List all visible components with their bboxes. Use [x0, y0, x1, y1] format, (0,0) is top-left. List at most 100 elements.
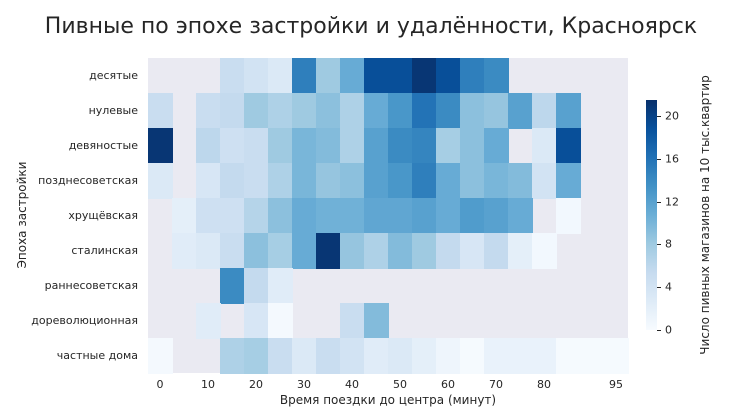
heatmap-cell — [268, 303, 293, 339]
chart-title: Пивные по эпохе застройки и удалённости,… — [44, 14, 698, 39]
heatmap-cell — [412, 128, 437, 164]
heatmap-cell — [292, 128, 317, 164]
colorbar-tick-label: 8 — [665, 237, 672, 251]
heatmap-cell — [388, 338, 413, 374]
x-tick-label: 50 — [393, 378, 407, 391]
heatmap-cell — [436, 233, 461, 269]
heatmap-cell — [316, 163, 341, 199]
heatmap-cell — [220, 338, 245, 374]
heatmap-cell — [364, 198, 389, 234]
y-axis-title: Эпоха застройки — [15, 161, 29, 269]
heatmap-cell — [220, 128, 245, 164]
heatmap-cell — [220, 233, 245, 269]
heatmap-cell — [172, 233, 197, 269]
y-tick-label: частные дома — [56, 348, 138, 362]
x-tick-label: 80 — [537, 378, 551, 391]
x-tick-label: 60 — [441, 378, 455, 391]
heatmap-cell — [556, 93, 581, 129]
heatmap-cell — [532, 163, 557, 199]
heatmap-cell — [292, 163, 317, 199]
x-tick-label: 10 — [201, 378, 215, 391]
heatmap-cell — [508, 198, 533, 234]
heatmap-cell — [244, 338, 269, 374]
y-tick-label: сталинская — [71, 243, 138, 257]
colorbar-tick-mark — [657, 330, 661, 331]
heatmap-cell — [340, 93, 365, 129]
heatmap-cell — [196, 163, 221, 199]
heatmap-cell — [316, 198, 341, 234]
colorbar-tick-mark — [657, 201, 661, 203]
heatmap-cell — [148, 338, 173, 374]
heatmap-cell — [316, 233, 341, 269]
heatmap-cell — [340, 163, 365, 199]
y-tick-label: девяностые — [68, 138, 138, 152]
heatmap-cell — [508, 233, 533, 269]
heatmap-cell — [268, 268, 293, 304]
y-tick-label: раннесоветская — [44, 278, 138, 292]
heatmap-cell — [556, 198, 581, 234]
heatmap-cell — [196, 93, 221, 129]
x-tick-label: 95 — [609, 378, 623, 391]
heatmap-cell — [484, 198, 509, 234]
heatmap-cell — [388, 93, 413, 129]
heatmap-cell — [388, 198, 413, 234]
heatmap-cell — [412, 338, 437, 374]
heatmap-cell — [340, 338, 365, 374]
heatmap-cell — [196, 198, 221, 234]
heatmap-cell — [316, 58, 341, 94]
heatmap-cell — [388, 233, 413, 269]
heatmap-cell — [508, 93, 533, 129]
heatmap-cell — [364, 93, 389, 129]
heatmap-cell — [532, 128, 557, 164]
heatmap-cell — [436, 163, 461, 199]
y-tick-label: дореволюционная — [31, 313, 138, 327]
heatmap-cell — [244, 58, 269, 94]
y-tick-label: позднесоветская — [38, 173, 138, 187]
heatmap-cell — [292, 233, 317, 269]
heatmap-cell — [532, 93, 557, 129]
heatmap-cell — [172, 198, 197, 234]
heatmap-cell — [220, 58, 245, 94]
heatmap-cell — [532, 338, 557, 374]
colorbar-tick-label: 0 — [665, 323, 672, 337]
heatmap-cell — [292, 338, 317, 374]
colorbar-tick-mark — [657, 244, 661, 246]
heatmap-cell — [244, 268, 269, 304]
x-tick-label: 40 — [345, 378, 359, 391]
heatmap-cell — [244, 163, 269, 199]
heatmap-cell — [436, 93, 461, 129]
colorbar-tick-label: 12 — [665, 195, 679, 209]
heatmap-cell — [268, 128, 293, 164]
colorbar-title: Число пивных магазинов на 10 тыс.квартир — [698, 75, 712, 355]
heatmap-cell — [412, 198, 437, 234]
heatmap-cell — [244, 198, 269, 234]
heatmap-cell — [340, 303, 365, 339]
heatmap-cell — [340, 233, 365, 269]
heatmap-cell — [292, 58, 317, 94]
heatmap-plot-area — [148, 58, 629, 374]
heatmap-cell — [460, 233, 485, 269]
heatmap-cell — [388, 128, 413, 164]
heatmap-cell — [196, 233, 221, 269]
heatmap-cell — [436, 198, 461, 234]
heatmap-cell — [484, 163, 509, 199]
colorbar-tick-label: 16 — [665, 152, 679, 166]
heatmap-cell — [268, 233, 293, 269]
heatmap-cell — [556, 338, 581, 374]
heatmap-cell — [196, 303, 221, 339]
heatmap-cell — [436, 58, 461, 94]
heatmap-cell — [364, 128, 389, 164]
x-axis-title: Время поездки до центра (минут) — [279, 393, 497, 407]
heatmap-cell — [244, 128, 269, 164]
x-tick-label: 0 — [156, 378, 164, 391]
heatmap-cell — [460, 338, 485, 374]
heatmap-cell — [292, 93, 317, 129]
colorbar-tick-mark — [657, 116, 661, 118]
heatmap-cell — [316, 338, 341, 374]
heatmap-cell — [148, 128, 173, 164]
heatmap-cell — [412, 93, 437, 129]
heatmap-cell — [388, 58, 413, 94]
heatmap-cell — [412, 233, 437, 269]
heatmap-cell — [508, 163, 533, 199]
heatmap-cell — [508, 338, 533, 374]
